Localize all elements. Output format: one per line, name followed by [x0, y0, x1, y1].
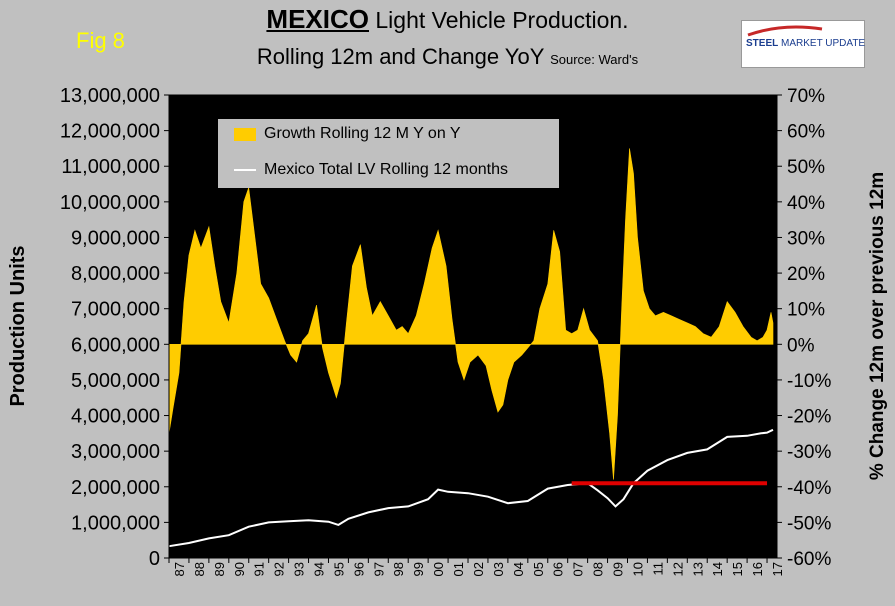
legend-label-growth: Growth Rolling 12 M Y on Y	[264, 125, 461, 142]
chart-subtitle: Rolling 12m and Change YoY Source: Ward'…	[0, 44, 895, 70]
y-left-tick-label: 12,000,000	[60, 121, 160, 143]
steel-market-update-logo: STEEL MARKET UPDATE	[741, 20, 865, 68]
x-tick-label: 02	[471, 562, 486, 576]
x-tick-label: 87	[172, 562, 187, 576]
y-axis-left-label: Production Units	[7, 245, 29, 406]
x-tick-label: 96	[351, 562, 366, 576]
chart-title-rest: Light Vehicle Production.	[369, 7, 629, 33]
logo-steel: STEEL	[746, 38, 779, 49]
y-left-tick-label: 6,000,000	[71, 334, 160, 356]
x-tick-label: 06	[551, 562, 566, 576]
y-left-tick-label: 13,000,000	[60, 85, 160, 107]
y-left-tick-label: 7,000,000	[71, 299, 160, 321]
figure-number: Fig 8	[76, 28, 125, 53]
x-tick-label: 93	[292, 562, 307, 576]
logo-text: STEEL MARKET UPDATE	[746, 38, 865, 49]
series-growth-area	[168, 148, 774, 480]
x-tick-label: 91	[252, 562, 267, 576]
x-tick-label: 11	[650, 562, 665, 576]
y-right-tick-label: 0%	[787, 335, 815, 356]
logo-rest: MARKET UPDATE	[778, 38, 866, 49]
chart-title: MEXICO Light Vehicle Production.	[0, 4, 895, 35]
x-tick-label: 89	[212, 562, 227, 576]
y-right-tick-label: 50%	[787, 157, 825, 178]
x-tick-label: 17	[770, 562, 785, 576]
y-right-tick-label: 30%	[787, 228, 825, 249]
y-left-tick-label: 1,000,000	[71, 512, 160, 534]
x-tick-label: 12	[670, 562, 685, 576]
y-left-tick-label: 9,000,000	[71, 227, 160, 249]
y-left-tick-label: 10,000,000	[60, 192, 160, 214]
x-tick-label: 94	[312, 562, 327, 576]
x-tick-label: 92	[272, 562, 287, 576]
x-tick-label: 10	[630, 562, 645, 576]
logo-swoosh-icon	[747, 25, 823, 37]
x-tick-label: 90	[232, 562, 247, 576]
y-right-tick-label: 40%	[787, 193, 825, 214]
series-production-line	[168, 428, 774, 548]
y-left-tick-label: 5,000,000	[71, 370, 160, 392]
y-right-tick-label: -60%	[787, 549, 831, 570]
y-right-tick-label: -20%	[787, 407, 831, 428]
y-left-tick-label: 8,000,000	[71, 263, 160, 285]
x-tick-label: 15	[730, 562, 745, 576]
legend-swatch-production	[234, 169, 256, 171]
y-left-tick-label: 11,000,000	[61, 156, 160, 178]
legend-entry-growth: Growth Rolling 12 M Y on Y	[234, 123, 461, 145]
chart-source: Source: Ward's	[550, 52, 639, 67]
plot-frame	[168, 94, 778, 559]
y-left-tick-label: 4,000,000	[71, 406, 160, 428]
y-left-tick-label: 0	[149, 548, 160, 570]
y-right-tick-label: -30%	[787, 442, 831, 463]
y-left-tick-label: 2,000,000	[71, 477, 160, 499]
x-tick-label: 88	[192, 562, 207, 576]
legend-entry-production: Mexico Total LV Rolling 12 months	[234, 159, 508, 181]
legend-swatch-growth	[234, 127, 256, 141]
y-right-tick-label: -40%	[787, 478, 831, 499]
y-axis-right-label: % Change 12m over previous 12m	[867, 172, 888, 480]
x-tick-label: 13	[690, 562, 705, 576]
x-tick-label: 16	[750, 562, 765, 576]
chart-title-country: MEXICO	[266, 4, 369, 34]
y-right-tick-label: 10%	[787, 300, 825, 321]
y-right-tick-label: 60%	[787, 122, 825, 143]
x-tick-label: 14	[710, 562, 725, 576]
chart-legend: Growth Rolling 12 M Y on Y Mexico Total …	[218, 119, 559, 188]
y-left-tick-label: 3,000,000	[71, 441, 160, 463]
y-right-tick-label: 70%	[787, 86, 825, 107]
y-right-tick-label: -50%	[787, 513, 831, 534]
x-tick-label: 01	[451, 562, 466, 576]
x-tick-label: 97	[371, 562, 386, 576]
x-tick-label: 00	[431, 562, 446, 576]
x-tick-label: 98	[391, 562, 406, 576]
y-right-tick-label: 20%	[787, 264, 825, 285]
legend-label-production: Mexico Total LV Rolling 12 months	[264, 161, 508, 178]
x-tick-label: 95	[331, 562, 346, 576]
y-right-tick-label: -10%	[787, 371, 831, 392]
x-tick-label: 05	[531, 562, 546, 576]
x-tick-label: 04	[511, 562, 526, 576]
x-tick-label: 07	[571, 562, 586, 576]
x-tick-label: 08	[591, 562, 606, 576]
chart-subtitle-text: Rolling 12m and Change YoY	[256, 44, 544, 69]
x-tick-label: 03	[491, 562, 506, 576]
x-tick-label: 99	[411, 562, 426, 576]
x-tick-label: 09	[611, 562, 626, 576]
